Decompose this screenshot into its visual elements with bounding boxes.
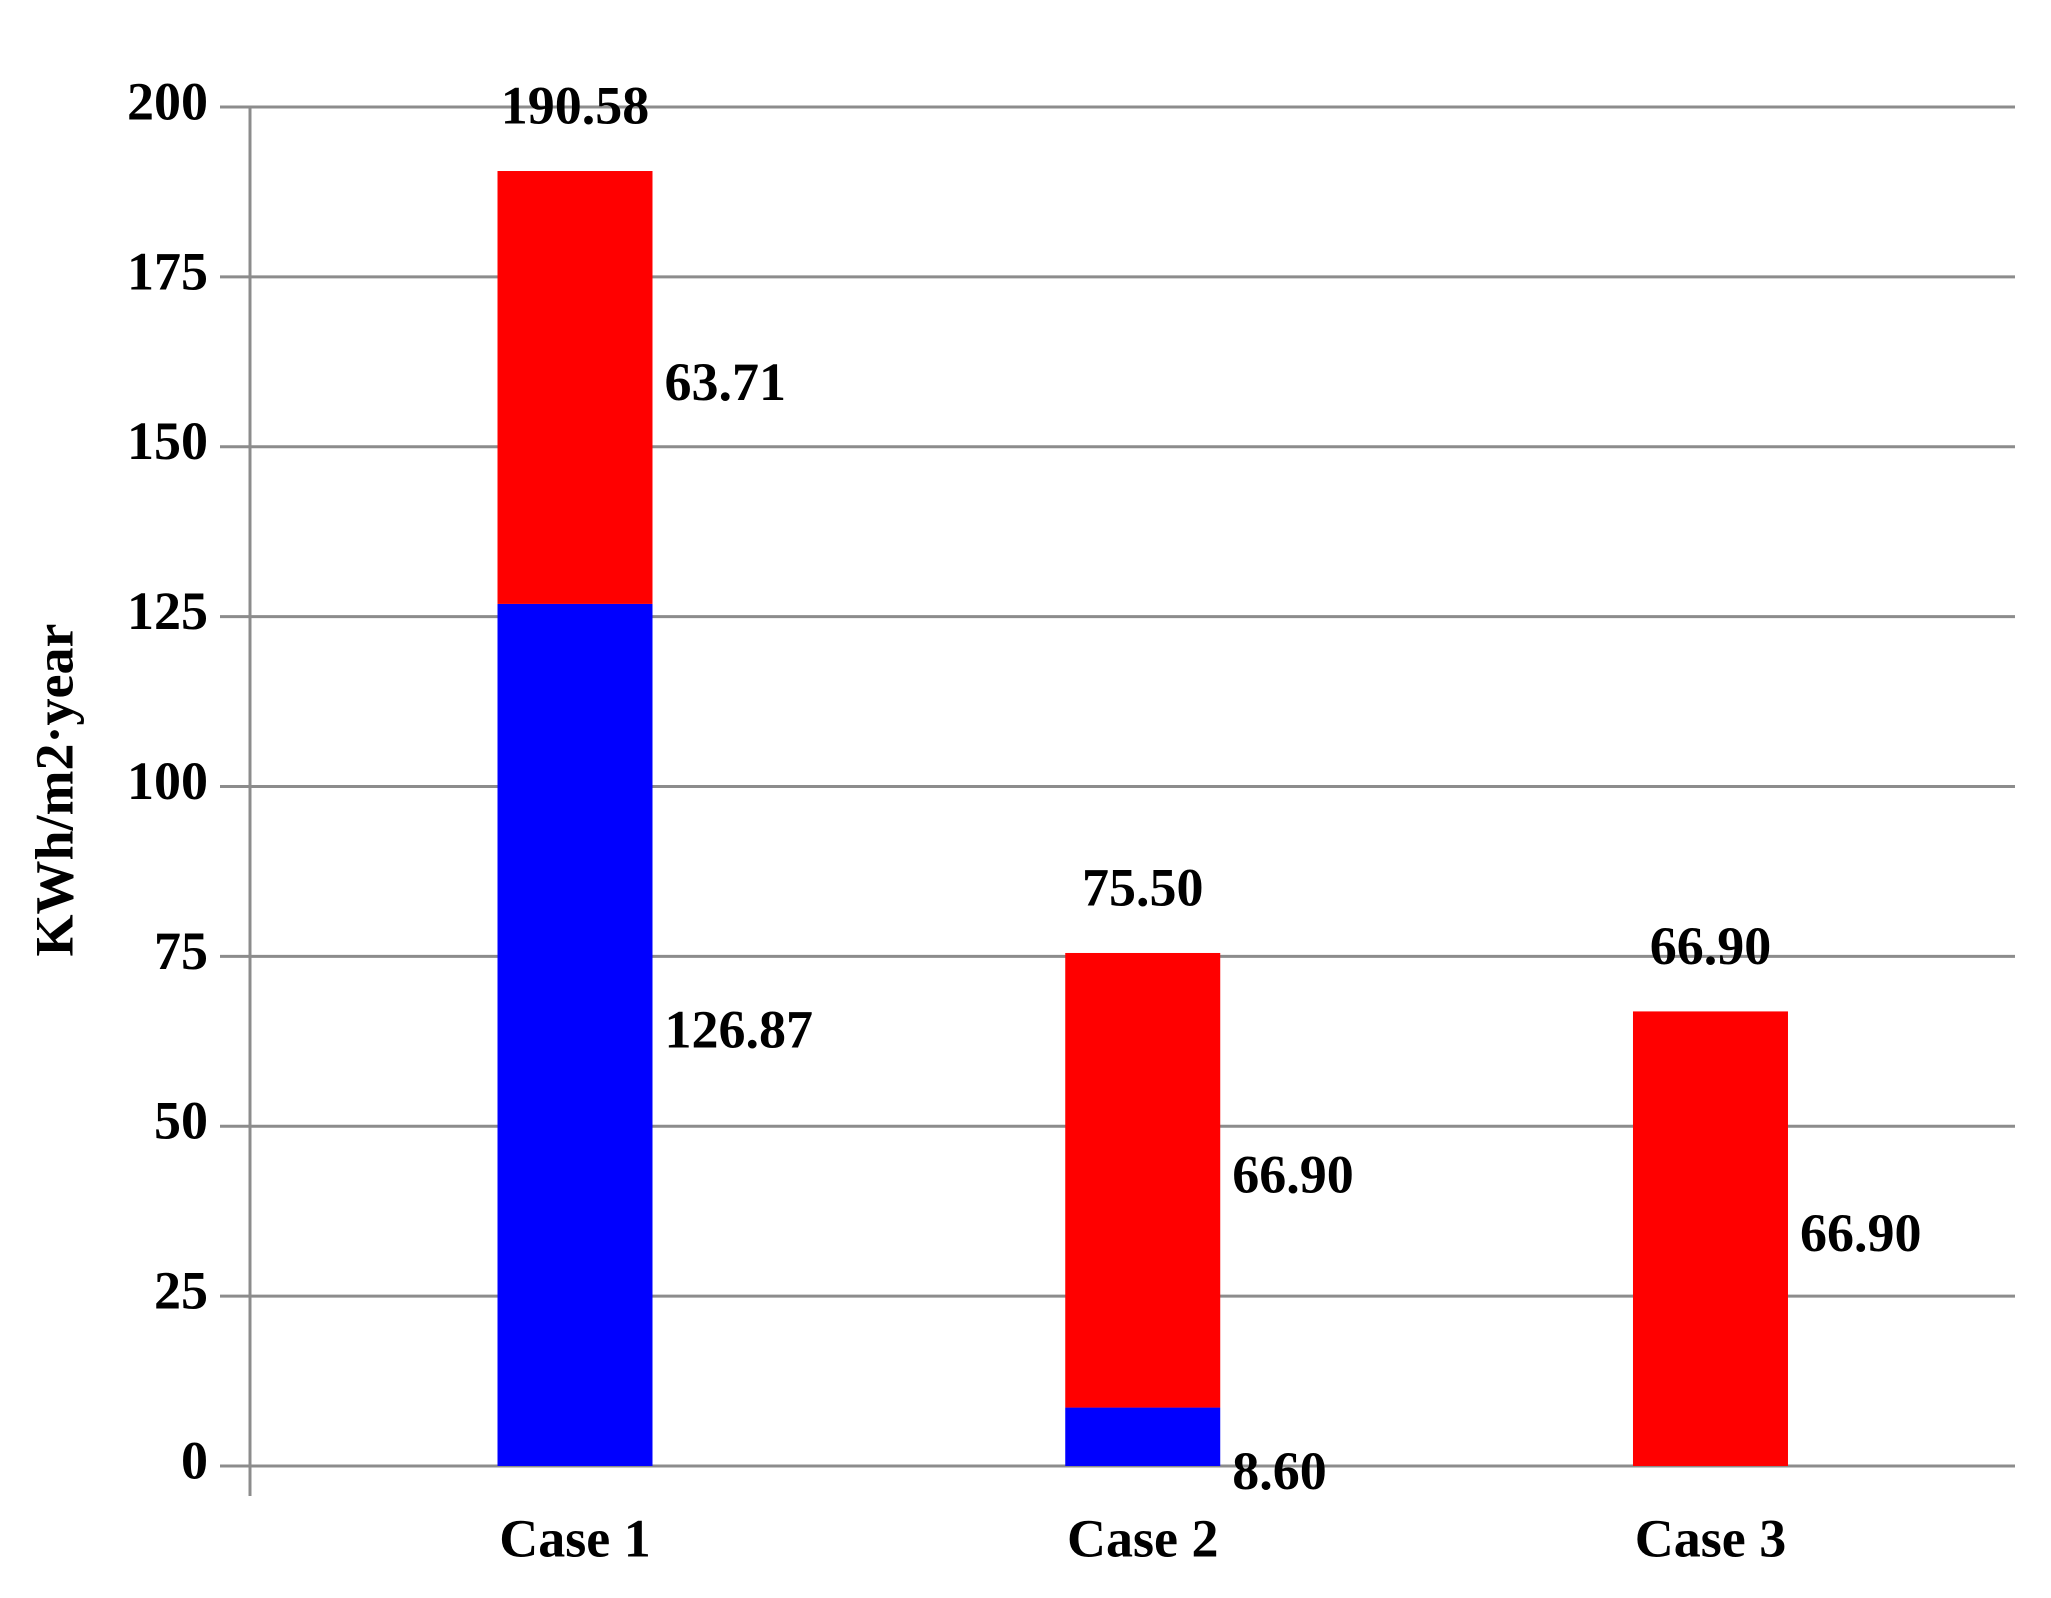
y-tick-label: 150 — [127, 411, 208, 471]
value-label: 66.90 — [1800, 1203, 1922, 1263]
y-tick-label: 75 — [154, 921, 208, 981]
y-tick-label: 125 — [127, 581, 208, 641]
x-tick-label: Case 1 — [499, 1508, 650, 1568]
y-tick-label: 50 — [154, 1091, 208, 1151]
total-label: 75.50 — [1082, 857, 1204, 917]
value-label: 126.87 — [665, 999, 814, 1059]
bar-segment — [497, 171, 653, 604]
bar-segment — [1065, 952, 1221, 1408]
y-tick-label: 175 — [127, 241, 208, 301]
bar-segment — [1632, 1011, 1788, 1466]
y-axis-label: KWh/m2·year — [24, 624, 84, 957]
y-tick-label: 0 — [181, 1430, 208, 1490]
value-label: 8.60 — [1232, 1441, 1327, 1501]
total-label: 190.58 — [501, 75, 650, 135]
x-tick-label: Case 3 — [1635, 1508, 1786, 1568]
bar-segment — [497, 603, 653, 1466]
y-tick-label: 100 — [127, 751, 208, 811]
value-label: 63.71 — [665, 352, 787, 412]
value-label: 66.90 — [1232, 1145, 1354, 1205]
total-label: 66.90 — [1650, 916, 1772, 976]
x-tick-label: Case 2 — [1067, 1508, 1218, 1568]
y-tick-label: 25 — [154, 1261, 208, 1321]
y-tick-label: 200 — [127, 71, 208, 131]
bar-segment — [1065, 1407, 1221, 1466]
